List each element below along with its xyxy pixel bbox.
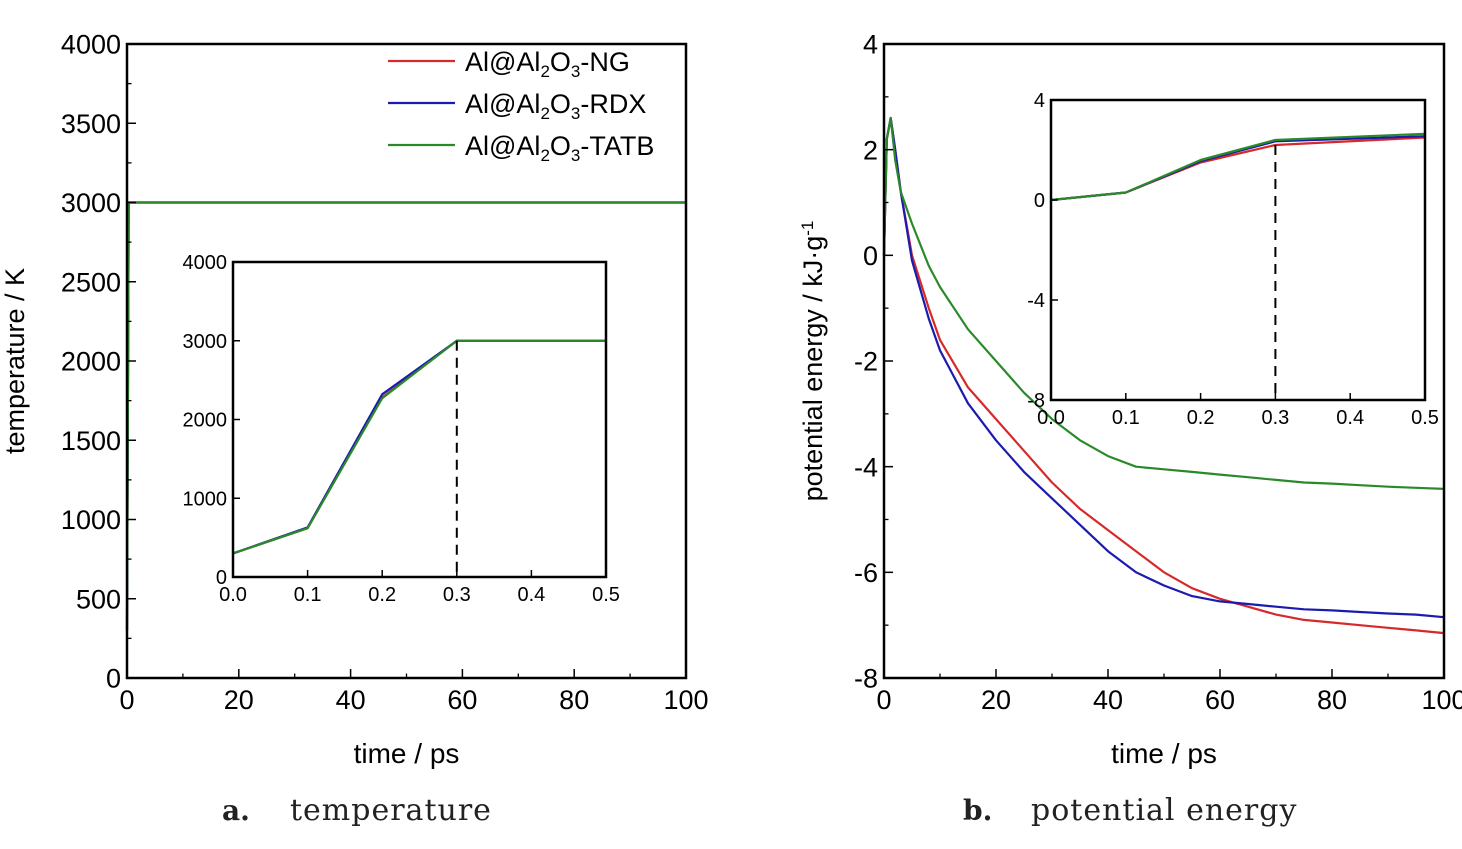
a-inset-xtick-label-2: 0.2 xyxy=(368,584,396,606)
b-main-xlabel: time / ps xyxy=(1111,738,1217,769)
chart-b-inset: 0.0 0.1 0.2 0.3 0.4 0.5 -8 -4 0 4 xyxy=(1027,90,1439,429)
b-main-ytick-label-1: -6 xyxy=(854,558,878,588)
b-main-xtick-label-2: 40 xyxy=(1093,685,1123,715)
b-inset-series-2-line xyxy=(1050,132,1426,202)
a-inset-ytick-label-3: 3000 xyxy=(183,331,228,353)
b-main-ytick-label-3: -2 xyxy=(854,347,878,377)
b-main-ytick-label-4: 0 xyxy=(863,241,878,271)
b-main-ylabel: potential energy / kJ·g-1 xyxy=(798,221,829,502)
a-main-xtick-label-4: 80 xyxy=(559,685,589,715)
b-main-xtick-label-0: 0 xyxy=(876,685,891,715)
b-inset-ytick-label-2: 0 xyxy=(1034,190,1045,212)
b-main-xtick-label-1: 20 xyxy=(981,685,1011,715)
a-inset-xtick-label-5: 0.5 xyxy=(592,584,620,606)
b-inset-ytick-label-3: 4 xyxy=(1034,90,1045,112)
b-main-series-1-line xyxy=(882,116,1445,619)
b-main-xtick-label-3: 60 xyxy=(1205,685,1235,715)
b-main-xtick-label-4: 80 xyxy=(1317,685,1347,715)
a-main-xtick-label-1: 20 xyxy=(224,685,254,715)
b-main-ylabel-superscript: -1 xyxy=(798,221,817,236)
chart-a-inset: 0.0 0.1 0.2 0.3 0.4 0.5 0 1000 2000 3000 4000 xyxy=(183,252,620,606)
legend-label-2: Al@Al2O3-TATB xyxy=(465,131,654,165)
b-main-ytick-label-2: -4 xyxy=(854,452,878,482)
legend-label-0: Al@Al2O3-NG xyxy=(465,47,630,81)
b-inset-xtick-label-4: 0.4 xyxy=(1336,407,1364,429)
a-inset-xtick-label-4: 0.4 xyxy=(517,584,545,606)
b-main-ytick-label-0: -8 xyxy=(854,664,878,694)
caption-a-text: temperature xyxy=(290,793,492,828)
b-inset-xtick-label-1: 0.1 xyxy=(1112,407,1140,429)
b-inset-xtick-label-3: 0.3 xyxy=(1261,407,1289,429)
chart-a-main: 0 20 40 60 80 1000500100015002000250030003500… xyxy=(0,30,709,769)
a-main-ytick-label-7: 3500 xyxy=(61,109,121,139)
caption-b-text: potential energy xyxy=(1031,793,1297,828)
legend-label-1: Al@Al2O3-RDX xyxy=(465,89,646,123)
a-main-ytick-label-8: 4000 xyxy=(61,30,121,60)
a-main-xtick-label-3: 60 xyxy=(447,685,477,715)
a-main-ytick-label-0: 0 xyxy=(106,664,121,694)
b-main-xtick-label-5: 100 xyxy=(1421,685,1462,715)
caption-b-letter: b. xyxy=(963,794,992,827)
a-main-ytick-label-1: 500 xyxy=(76,584,121,614)
a-main-ytick-label-4: 2000 xyxy=(61,347,121,377)
a-main-xtick-label-0: 0 xyxy=(119,685,134,715)
a-inset-background xyxy=(233,262,606,577)
a-main-ytick-label-6: 3000 xyxy=(61,188,121,218)
a-inset-ytick-label-4: 4000 xyxy=(183,252,228,274)
a-main-xtick-label-5: 100 xyxy=(663,685,708,715)
b-inset-ytick-label-0: -8 xyxy=(1027,390,1045,412)
b-inset-ytick-label-1: -4 xyxy=(1027,290,1045,312)
a-main-ytick-label-5: 2500 xyxy=(61,267,121,297)
caption-a-letter: a. xyxy=(222,794,250,827)
b-main-series-2-line xyxy=(882,116,1445,490)
b-inset-xtick-label-0: 0.0 xyxy=(1037,407,1065,429)
b-main-ytick-label-5: 2 xyxy=(863,135,878,165)
a-inset-series-2-line xyxy=(232,339,606,555)
a-inset-ytick-label-2: 2000 xyxy=(183,410,228,432)
a-inset-xtick-label-0: 0.0 xyxy=(219,584,247,606)
b-inset-background xyxy=(1051,100,1425,400)
a-main-ytick-label-2: 1000 xyxy=(61,505,121,535)
a-main-ytick-label-3: 1500 xyxy=(61,426,121,456)
b-inset-xtick-label-5: 0.5 xyxy=(1411,407,1439,429)
chart-panels: 0 20 40 60 80 1000500100015002000250030003500… xyxy=(0,30,1462,769)
a-main-ylabel: temperature / K xyxy=(0,268,30,454)
b-inset-xtick-label-2: 0.2 xyxy=(1187,407,1215,429)
a-inset-xtick-label-1: 0.1 xyxy=(294,584,322,606)
a-inset-xtick-label-3: 0.3 xyxy=(443,584,471,606)
a-inset-ytick-label-0: 0 xyxy=(216,567,227,589)
a-main-xtick-label-2: 40 xyxy=(336,685,366,715)
b-main-ytick-label-6: 4 xyxy=(863,30,878,60)
legend: Al@Al2O3-NG Al@Al2O3-RDX Al@Al2O3-TATB xyxy=(388,47,654,165)
b-inset-frame xyxy=(1049,98,1427,402)
a-main-xlabel: time / ps xyxy=(354,738,460,769)
a-inset-ytick-label-1: 1000 xyxy=(183,488,228,510)
